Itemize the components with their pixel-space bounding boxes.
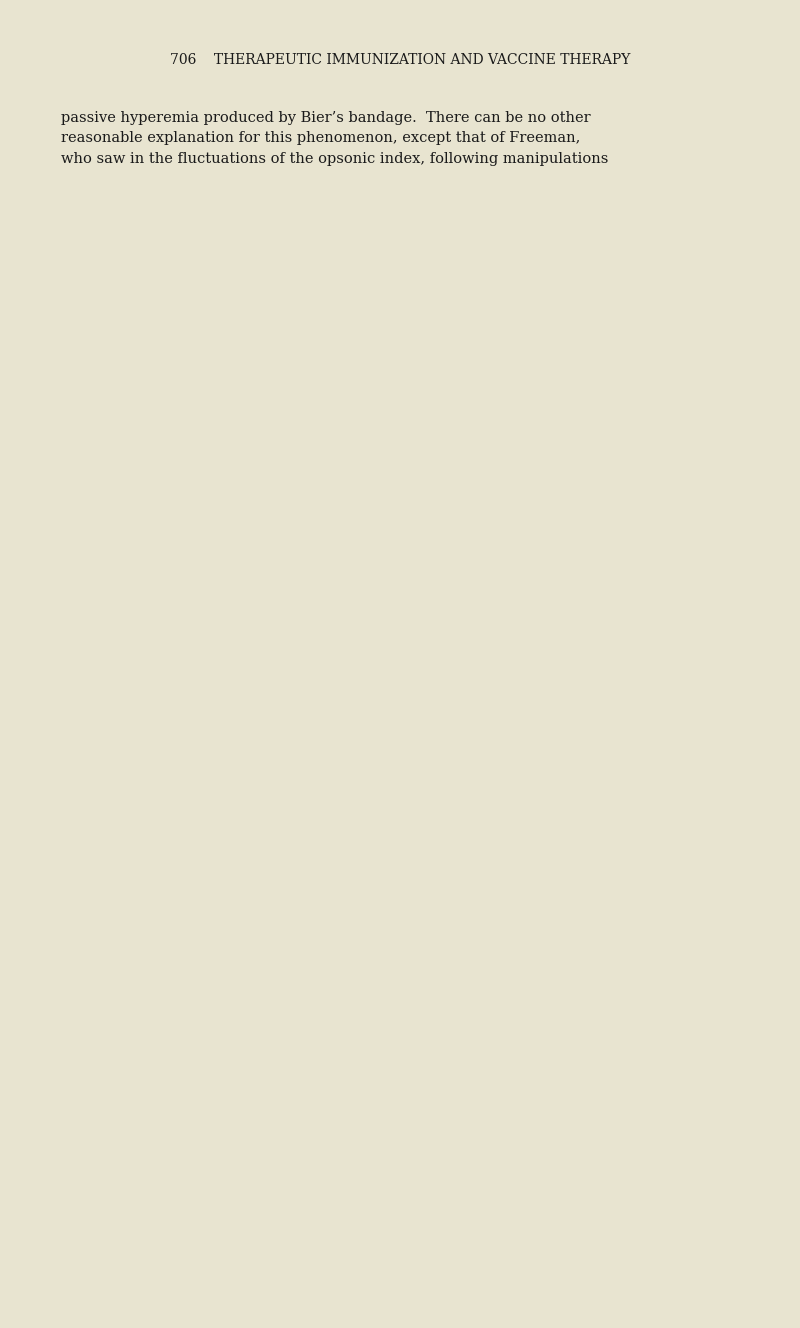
Text: 706    THERAPEUTIC IMMUNIZATION AND VACCINE THERAPY: 706 THERAPEUTIC IMMUNIZATION AND VACCINE… — [170, 53, 630, 66]
Text: passive hyperemia produced by Bier’s bandage.  There can be no other
reasonable : passive hyperemia produced by Bier’s ban… — [62, 110, 609, 166]
